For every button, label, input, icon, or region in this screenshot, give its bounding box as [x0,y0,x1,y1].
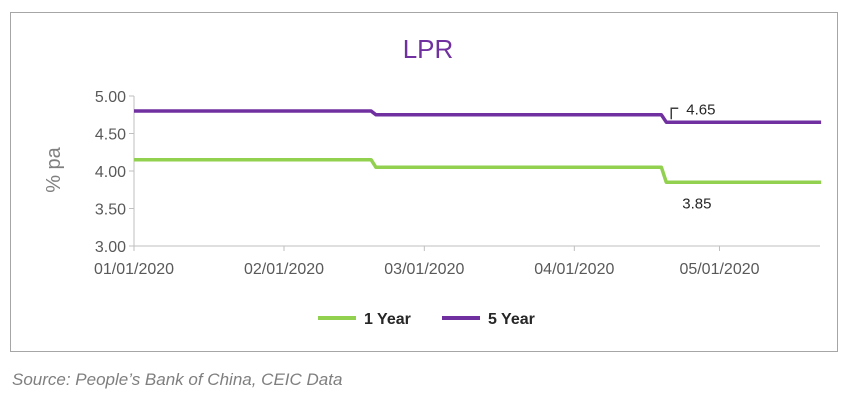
data-label: 3.85 [682,195,711,212]
x-tick-label: 01/01/2020 [94,261,174,278]
y-tick-label: 3.50 [95,202,126,219]
y-tick-label: 3.00 [95,239,126,256]
series-lines [134,109,822,185]
y-tick-label: 4.50 [95,127,126,144]
axes-group: 3.00 3.50 4.00 4.50 5.00 01/01/2020 02/01/2020… [94,89,820,278]
annotations-group: 4.65 3.85 [670,101,715,212]
y-tick-label: 5.00 [95,89,126,106]
annotation-leader [670,107,679,120]
chart-title: LPR [403,34,454,64]
x-tick-label: 03/01/2020 [384,261,464,278]
x-tick-label: 02/01/2020 [244,261,324,278]
source-note: Source: People’s Bank of China, CEIC Dat… [12,370,343,389]
legend-label: 1 Year [364,311,411,328]
x-tick-label: 04/01/2020 [534,261,614,278]
legend-label: 5 Year [488,311,535,328]
series-line-1-year [134,157,822,185]
data-label: 4.65 [686,101,715,118]
y-tick-label: 4.00 [95,164,126,181]
x-tick-label: 05/01/2020 [679,261,759,278]
series-line-5-year [134,109,822,124]
legend: 1 Year 5 Year [318,311,535,328]
y-axis-label: % pa [43,146,65,192]
